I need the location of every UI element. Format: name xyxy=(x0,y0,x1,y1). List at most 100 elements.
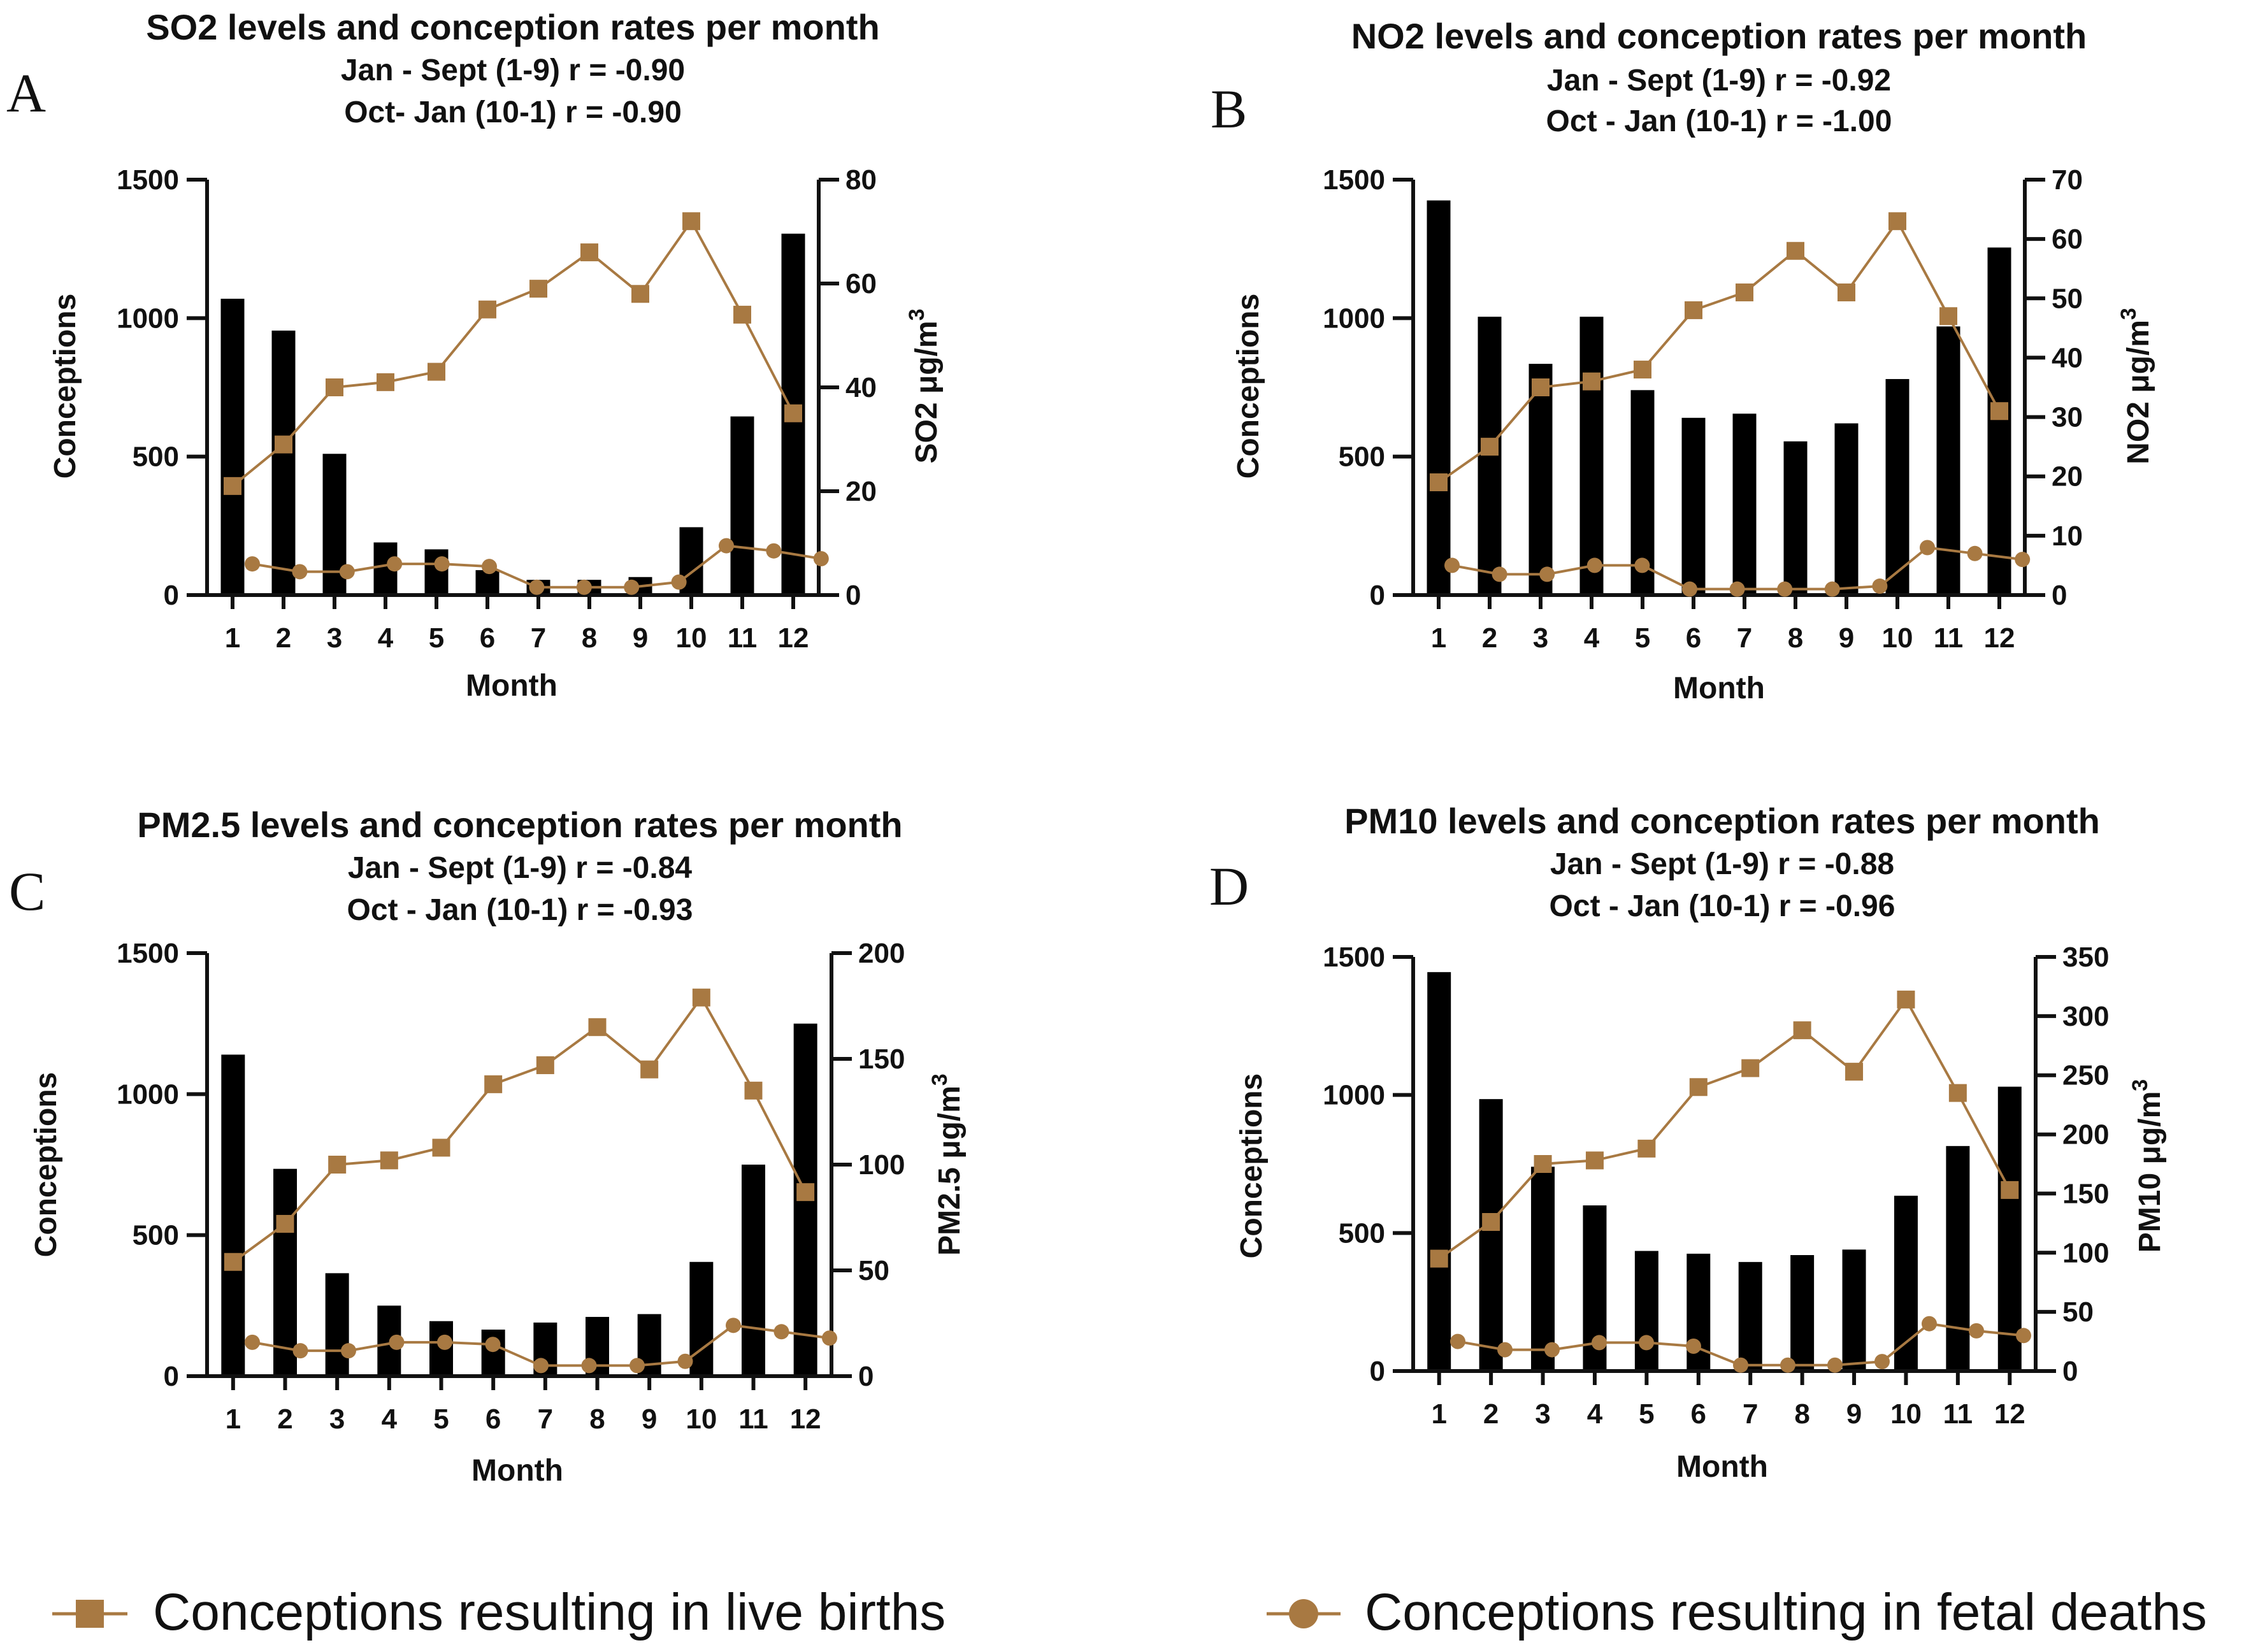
right-tick-label: 100 xyxy=(2062,1237,2109,1268)
right-axis-pollutant: PM2.5 xyxy=(933,1167,967,1256)
right-tick-label: 200 xyxy=(2062,1119,2109,1151)
x-tick-label-2: 2 xyxy=(277,1404,292,1435)
point-live-births-month-4 xyxy=(1585,1151,1604,1170)
bar-month-8 xyxy=(1790,1255,1815,1371)
right-axis-spacer xyxy=(910,394,944,402)
chart-title: SO2 levels and conception rates per mont… xyxy=(146,7,879,47)
line-live-births xyxy=(232,995,807,1263)
right-tick-label: 20 xyxy=(2052,461,2083,492)
legend-square-marker xyxy=(76,1600,104,1628)
bar-month-11 xyxy=(730,416,754,595)
point-live-births-month-9 xyxy=(1845,1063,1864,1081)
point-fetal-deaths-13 xyxy=(2016,1328,2031,1344)
x-tick-label-12: 12 xyxy=(1994,1398,2025,1430)
left-tick-label: 1500 xyxy=(117,938,179,969)
point-fetal-deaths-12 xyxy=(1967,545,1983,561)
right-axis-spacer xyxy=(933,1159,967,1167)
point-live-births-month-12 xyxy=(784,404,802,422)
x-tick-label-10: 10 xyxy=(1890,1398,1922,1430)
x-tick-label-8: 8 xyxy=(1788,622,1803,654)
point-fetal-deaths-10 xyxy=(677,1353,693,1369)
chart-subtitle-1: Jan - Sept (1-9) r = -0.90 xyxy=(341,54,685,87)
bar-month-10 xyxy=(1894,1195,1918,1371)
point-live-births-month-7 xyxy=(1736,283,1753,301)
point-live-births-month-2 xyxy=(276,1214,294,1233)
bar-month-4 xyxy=(1579,317,1604,595)
point-fetal-deaths-2 xyxy=(1497,1342,1513,1358)
x-tick-label-11: 11 xyxy=(728,622,758,654)
point-fetal-deaths-4 xyxy=(389,1334,405,1350)
point-fetal-deaths-3 xyxy=(1544,1342,1560,1358)
point-live-births-month-10 xyxy=(1897,990,1915,1009)
x-tick-label-12: 12 xyxy=(790,1404,821,1435)
point-fetal-deaths-12 xyxy=(773,1324,789,1340)
left-tick-label: 0 xyxy=(164,580,179,611)
x-tick-label-8: 8 xyxy=(589,1404,605,1435)
right-axis-pollutant: NO2 xyxy=(2122,401,2155,464)
x-axis-title: Month xyxy=(1673,672,1765,705)
bar-month-6 xyxy=(481,1329,505,1376)
point-fetal-deaths-4 xyxy=(387,556,403,572)
point-fetal-deaths-7 xyxy=(529,579,545,595)
right-axis-pollutant: PM10 xyxy=(2133,1173,2167,1253)
left-tick-label: 500 xyxy=(1339,1217,1385,1249)
bar-month-3 xyxy=(325,1273,349,1376)
x-tick-label-1: 1 xyxy=(1431,622,1446,654)
left-axis-title: Conceptions xyxy=(1235,1074,1269,1259)
point-live-births-month-1 xyxy=(1430,1249,1448,1268)
x-tick-label-9: 9 xyxy=(642,1404,657,1435)
point-fetal-deaths-5 xyxy=(1639,1335,1654,1351)
point-fetal-deaths-9 xyxy=(629,1358,645,1374)
point-live-births-month-8 xyxy=(1793,1021,1811,1040)
left-tick-label: 0 xyxy=(1370,580,1385,611)
right-tick-label: 0 xyxy=(858,1361,874,1392)
point-fetal-deaths-2 xyxy=(1492,566,1507,582)
x-tick-label-3: 3 xyxy=(327,622,342,654)
left-axis-title: Conceptions xyxy=(48,294,82,479)
right-tick-label: 60 xyxy=(2052,224,2083,255)
right-tick-label: 50 xyxy=(858,1255,889,1286)
point-fetal-deaths-8 xyxy=(1780,1357,1795,1373)
point-fetal-deaths-6 xyxy=(485,1337,501,1353)
right-tick-label: 50 xyxy=(2052,283,2083,314)
legend-label-live-births: Conceptions resulting in live births xyxy=(153,1583,946,1641)
legend-label-fetal-deaths: Conceptions resulting in fetal deaths xyxy=(1365,1583,2207,1641)
right-tick-label: 350 xyxy=(2062,942,2109,973)
bar-month-3 xyxy=(1531,1167,1555,1371)
point-live-births-month-3 xyxy=(1532,378,1550,396)
chart-subtitle-2: Oct - Jan (10-1) r = -0.96 xyxy=(1550,889,1895,923)
left-tick-label: 0 xyxy=(1370,1356,1385,1387)
right-axis-unit-exponent: 3 xyxy=(928,1074,952,1086)
point-live-births-month-2 xyxy=(275,435,292,454)
left-tick-label: 1500 xyxy=(117,164,179,196)
bar-month-9 xyxy=(1842,1249,1866,1371)
point-fetal-deaths-7 xyxy=(1729,581,1745,597)
point-fetal-deaths-13 xyxy=(2015,552,2031,568)
bar-month-5 xyxy=(1634,1251,1658,1371)
right-tick-label: 50 xyxy=(2062,1296,2094,1328)
x-tick-label-9: 9 xyxy=(1839,622,1854,654)
point-live-births-month-3 xyxy=(328,1156,347,1174)
point-fetal-deaths-9 xyxy=(624,579,640,595)
chart-subtitle-1: Jan - Sept (1-9) r = -0.88 xyxy=(1550,847,1894,881)
bar-month-11 xyxy=(1936,326,1960,595)
bar-month-10 xyxy=(1885,378,1910,595)
legend-item-live-births: Conceptions resulting in live births xyxy=(52,1583,946,1641)
x-tick-label-5: 5 xyxy=(1635,622,1650,654)
point-fetal-deaths-12 xyxy=(766,543,782,559)
x-tick-label-8: 8 xyxy=(582,622,597,654)
x-tick-label-4: 4 xyxy=(1584,622,1600,654)
chart-subtitle-2: Oct - Jan (10-1) r = -0.93 xyxy=(347,893,693,927)
point-live-births-month-1 xyxy=(224,1253,242,1271)
x-tick-label-12: 12 xyxy=(1984,622,2015,654)
point-fetal-deaths-11 xyxy=(719,538,734,554)
point-live-births-month-8 xyxy=(588,1018,607,1037)
right-tick-label: 150 xyxy=(2062,1178,2109,1209)
right-axis-unit-exponent: 3 xyxy=(905,308,929,320)
right-axis-title: PM2.5 μg/m3 xyxy=(928,1074,967,1256)
x-tick-label-10: 10 xyxy=(676,622,707,654)
x-tick-label-5: 5 xyxy=(429,622,444,654)
left-tick-label: 500 xyxy=(1339,442,1385,473)
bar-month-1 xyxy=(220,298,245,595)
